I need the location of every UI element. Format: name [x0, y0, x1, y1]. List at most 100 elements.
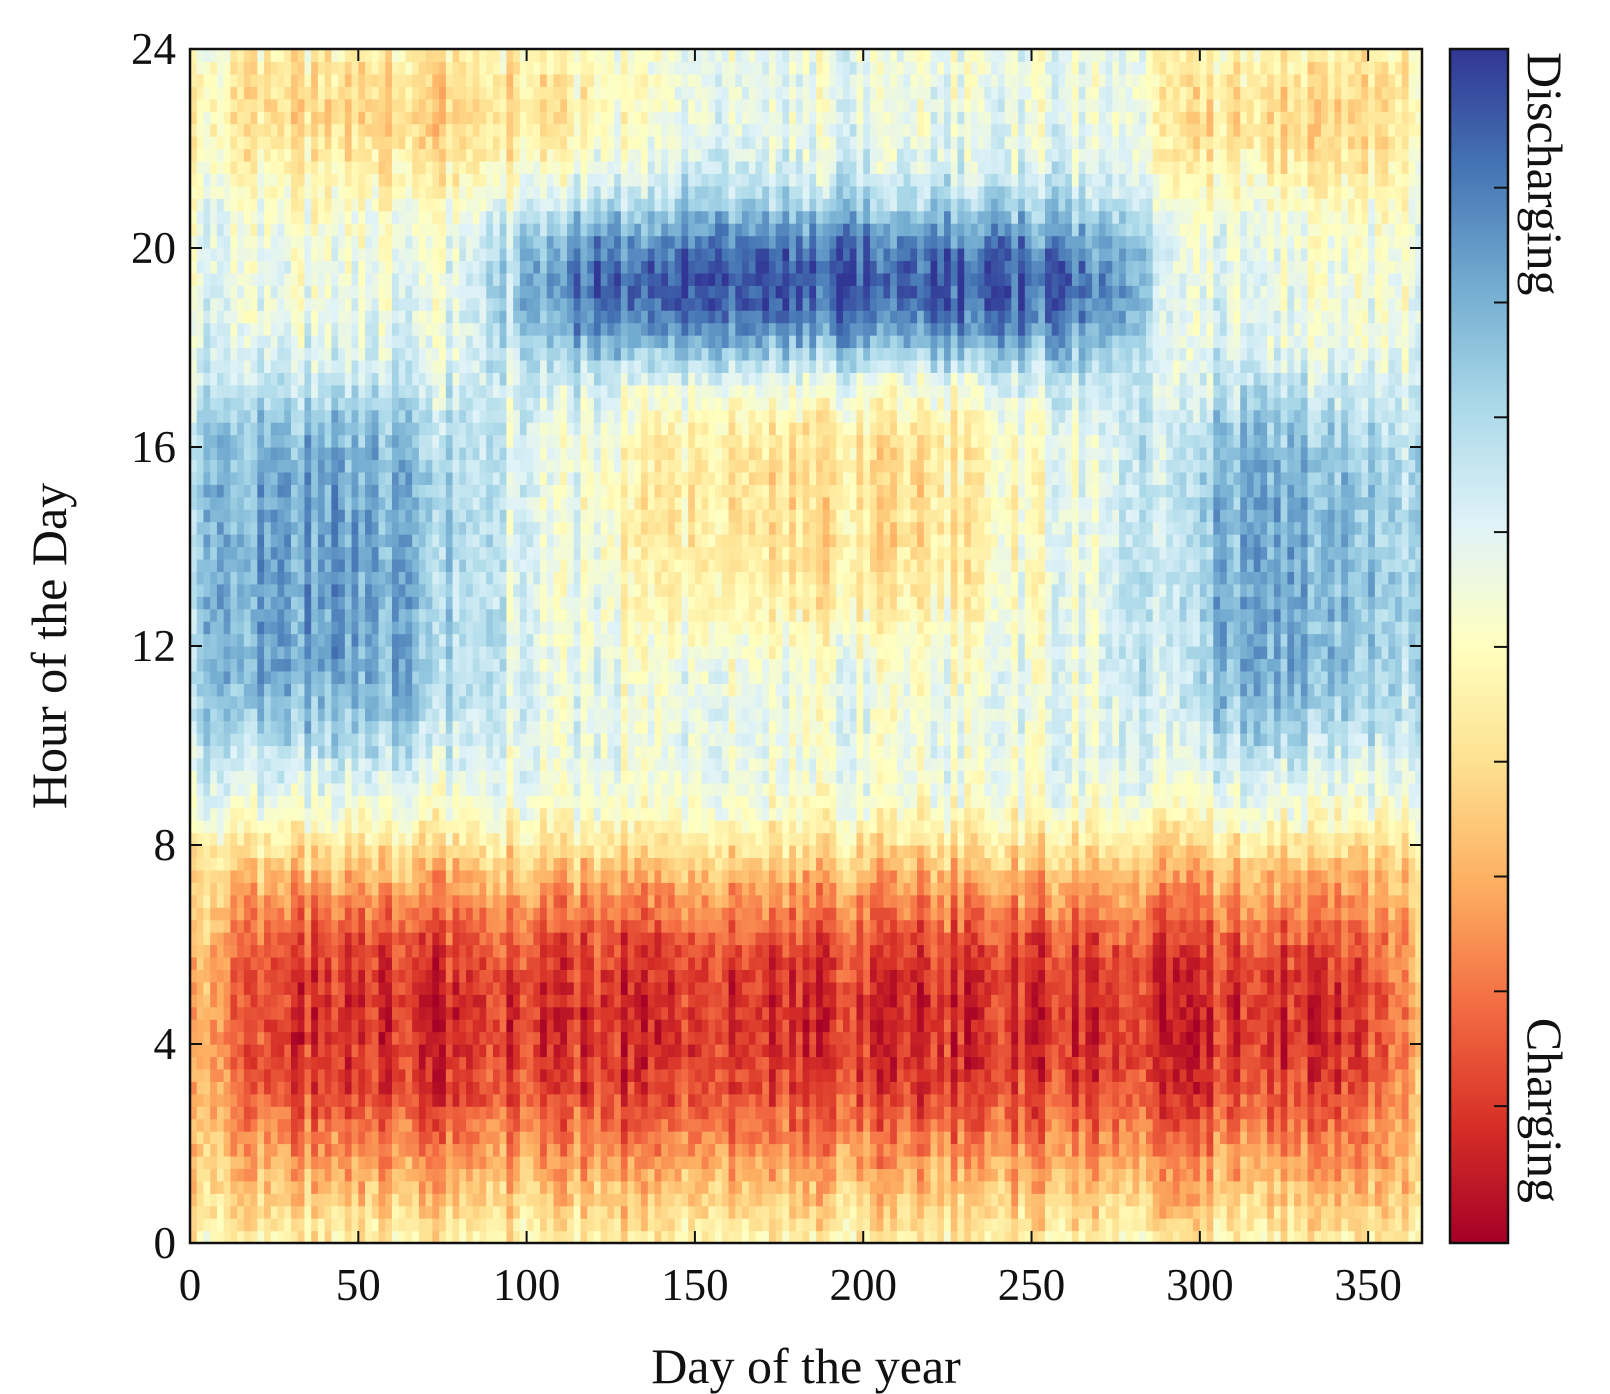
heatmap-cell: [432, 969, 440, 983]
heatmap-cell: [257, 1205, 265, 1219]
heatmap-cell: [432, 1031, 440, 1045]
heatmap-cell: [519, 335, 528, 349]
heatmap-cell: [196, 670, 205, 684]
heatmap-cell: [432, 1143, 440, 1157]
heatmap-cell: [479, 583, 487, 597]
heatmap-cell: [472, 136, 481, 150]
heatmap-cell: [405, 496, 413, 510]
heatmap-cell: [365, 1155, 373, 1169]
heatmap-cell: [439, 509, 447, 523]
heatmap-cell: [479, 111, 487, 125]
heatmap-cell: [533, 496, 541, 510]
heatmap-cell: [257, 583, 265, 597]
heatmap-cell: [519, 708, 528, 722]
heatmap-cell: [513, 1168, 521, 1182]
heatmap-cell: [358, 534, 366, 548]
heatmap-cell: [540, 1193, 548, 1207]
heatmap-cell: [317, 297, 326, 311]
heatmap-cell: [418, 782, 427, 796]
heatmap-cell: [250, 646, 258, 660]
heatmap-cell: [425, 745, 433, 759]
heatmap-cell: [243, 745, 252, 759]
heatmap-cell: [425, 733, 433, 747]
heatmap-cell: [445, 49, 454, 63]
heatmap-cell: [371, 770, 380, 784]
heatmap-cell: [277, 757, 285, 771]
heatmap-cell: [223, 285, 231, 299]
heatmap-cell: [452, 782, 460, 796]
heatmap-cell: [398, 733, 407, 747]
heatmap-cell: [405, 1155, 413, 1169]
heatmap-cell: [223, 148, 231, 162]
heatmap-cell: [311, 608, 319, 622]
heatmap-cell: [331, 148, 339, 162]
heatmap-cell: [472, 322, 481, 336]
heatmap-cell: [250, 757, 258, 771]
heatmap-cell: [459, 894, 467, 908]
heatmap-cell: [351, 397, 359, 411]
heatmap-cell: [237, 1143, 245, 1157]
heatmap-cell: [284, 1230, 292, 1243]
heatmap-cell: [311, 148, 319, 162]
heatmap-cell: [264, 782, 272, 796]
heatmap-cell: [223, 708, 231, 722]
heatmap-cell: [365, 981, 373, 995]
heatmap-cell: [311, 782, 319, 796]
heatmap-cell: [230, 496, 238, 510]
heatmap-cell: [506, 720, 514, 734]
heatmap-cell: [425, 210, 433, 224]
heatmap-cell: [425, 571, 433, 585]
heatmap-cell: [264, 1106, 272, 1120]
heatmap-cell: [445, 994, 454, 1008]
heatmap-cell: [250, 981, 258, 995]
heatmap-cell: [338, 733, 346, 747]
heatmap-cell: [216, 795, 225, 809]
heatmap-cell: [432, 397, 440, 411]
heatmap-cell: [284, 1218, 292, 1232]
heatmap-cell: [257, 708, 265, 722]
heatmap-cell: [297, 285, 306, 299]
heatmap-cell: [216, 285, 225, 299]
heatmap-cell: [499, 509, 508, 523]
heatmap-cell: [210, 621, 218, 635]
heatmap-cell: [351, 1081, 359, 1095]
heatmap-cell: [277, 1068, 285, 1082]
heatmap-cell: [479, 1230, 487, 1243]
heatmap-cell: [237, 322, 245, 336]
heatmap-cell: [466, 49, 474, 63]
heatmap-cell: [371, 359, 380, 373]
heatmap-cell: [472, 409, 481, 423]
heatmap-cell: [243, 409, 252, 423]
heatmap-cell: [250, 832, 258, 846]
heatmap-cell: [466, 397, 474, 411]
heatmap-cell: [519, 1006, 528, 1020]
heatmap-cell: [472, 335, 481, 349]
heatmap-cell: [506, 621, 514, 635]
heatmap-cell: [371, 248, 380, 262]
heatmap-cell: [230, 832, 238, 846]
heatmap-cell: [257, 260, 265, 274]
heatmap-cell: [418, 907, 427, 921]
heatmap-cell: [297, 297, 306, 311]
heatmap-cell: [445, 61, 454, 75]
heatmap-cell: [331, 347, 339, 361]
heatmap-cell: [304, 49, 312, 63]
heatmap-cell: [190, 347, 198, 361]
heatmap-cell: [284, 422, 292, 436]
heatmap-cell: [432, 484, 440, 498]
heatmap-cell: [445, 335, 454, 349]
heatmap-cell: [526, 359, 534, 373]
heatmap-cell: [324, 359, 332, 373]
heatmap-cell: [304, 372, 312, 386]
heatmap-cell: [513, 1093, 521, 1107]
heatmap-cell: [365, 534, 373, 548]
heatmap-cell: [533, 235, 541, 249]
heatmap-cell: [290, 1193, 299, 1207]
heatmap-cell: [371, 173, 380, 187]
heatmap-cell: [351, 621, 359, 635]
heatmap-cell: [432, 546, 440, 560]
heatmap-cell: [304, 447, 312, 461]
heatmap-cell: [250, 86, 258, 100]
heatmap-cell: [358, 484, 366, 498]
heatmap-cell: [506, 932, 514, 946]
